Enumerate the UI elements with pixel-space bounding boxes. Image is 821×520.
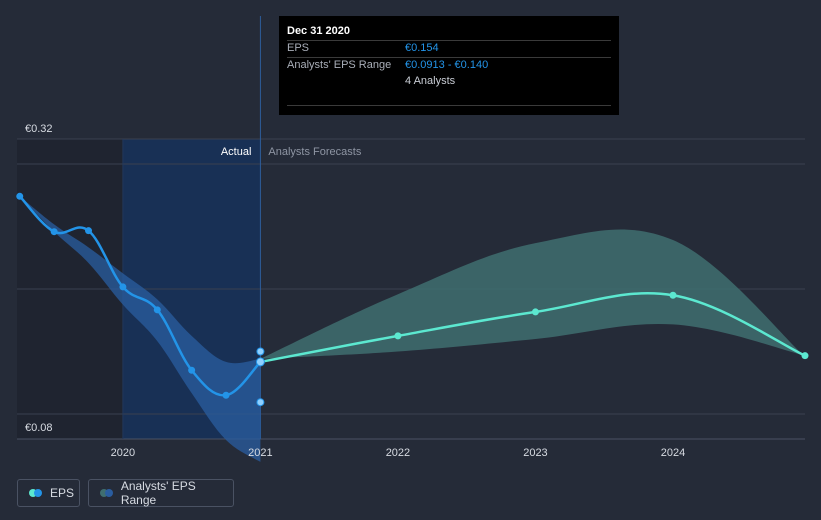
legend-range-button[interactable]: Analysts' EPS Range [88,479,234,507]
eps-actual-point[interactable] [50,228,58,236]
eps-actual-point[interactable] [188,366,196,374]
eps-range-marker[interactable] [256,347,265,356]
eps-forecast-point[interactable] [801,352,809,360]
eps-actual-point[interactable] [119,283,127,291]
eps-point-layer[interactable] [16,192,809,407]
eps-actual-point[interactable] [85,227,93,235]
tooltip-divider [287,40,611,41]
range-legend-icon [100,489,114,497]
range-band-layer [19,196,806,462]
eps-tooltip: Dec 31 2020 EPS €0.154 Analysts' EPS Ran… [279,16,619,115]
tooltip-divider [287,57,611,58]
x-axis-tick-label: 2020 [111,447,135,459]
tooltip-eps-label: EPS [287,42,310,54]
eps-actual-point[interactable] [16,192,24,200]
label-layer: €0.32 €0.08 2020 2021 2022 2023 2024 Actual Anal… [25,123,685,459]
eps-actual-line [18,195,262,397]
actual-eps-range-band [19,196,261,462]
tooltip-range-label: Analysts' EPS Range [287,59,392,71]
tooltip-analysts: 4 Analysts [405,75,456,87]
legend-range-label: Analysts' EPS Range [120,479,196,507]
x-axis-tick-label: 2024 [661,447,685,459]
eps-forecast-point[interactable] [394,332,402,340]
legend-eps-label: EPS [50,486,75,500]
eps-actual-point[interactable] [153,306,161,314]
eps-actual-point[interactable] [222,391,230,399]
y-axis-label-bottom: €0.08 [25,422,53,434]
x-axis-tick-label: 2022 [386,447,410,459]
chart-svg: €0.32 €0.08 2020 2021 2022 2023 2024 Actual Anal… [16,16,809,462]
tooltip-range-value: €0.0913 - €0.140 [405,59,489,71]
x-axis-tick-label: 2023 [523,447,547,459]
eps-actual-point[interactable] [255,357,265,367]
forecast-region-label: Analysts Forecasts [268,146,361,158]
tooltip-date: Dec 31 2020 [287,25,350,37]
eps-forecast-point[interactable] [669,291,677,299]
legend-eps-button[interactable]: EPS [17,479,80,507]
eps-range-marker[interactable] [256,398,265,407]
y-axis-label-top: €0.32 [25,123,53,135]
tooltip-divider [287,105,611,106]
forecast-eps-range-band [260,229,806,359]
eps-forecast-point[interactable] [531,308,539,316]
eps-legend-icon [29,489,43,497]
x-axis-tick-label: 2021 [248,447,272,459]
tooltip-eps-value: €0.154 [405,42,439,54]
actual-region-label: Actual [221,146,252,158]
